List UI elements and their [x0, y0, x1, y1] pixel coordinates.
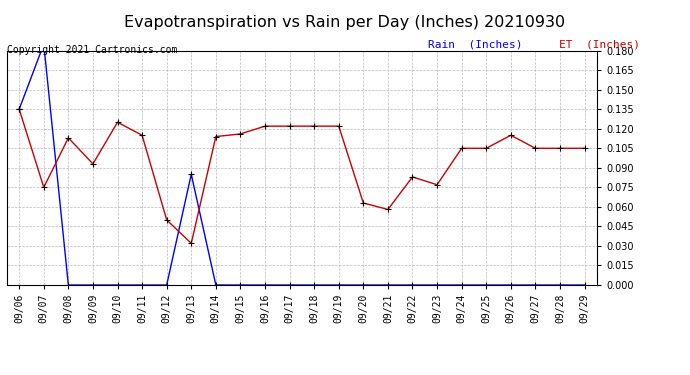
Text: Evapotranspiration vs Rain per Day (Inches) 20210930: Evapotranspiration vs Rain per Day (Inch… [124, 15, 566, 30]
Text: ET  (Inches): ET (Inches) [559, 39, 640, 50]
Text: Copyright 2021 Cartronics.com: Copyright 2021 Cartronics.com [7, 45, 177, 55]
Text: Rain  (Inches): Rain (Inches) [428, 39, 522, 50]
